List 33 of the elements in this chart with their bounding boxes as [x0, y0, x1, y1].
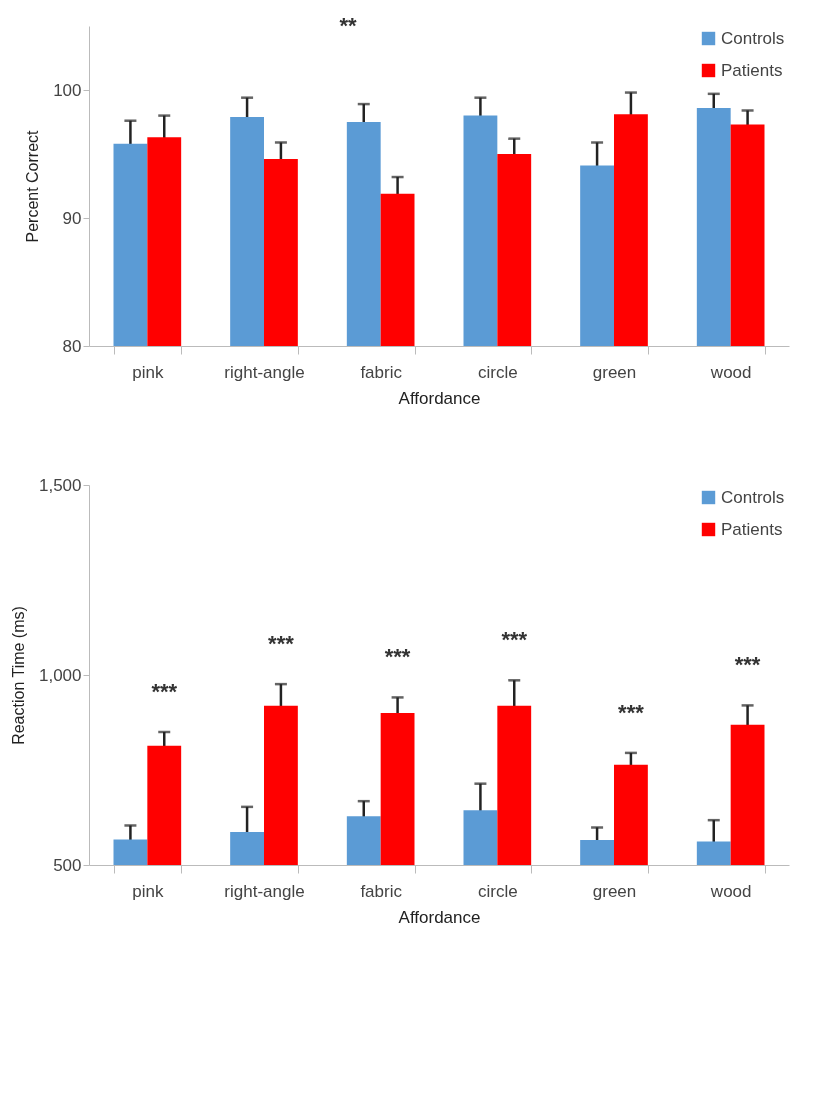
y-axis-title: Percent Correct — [24, 129, 42, 243]
y-tick-label: 1,000 — [38, 665, 82, 685]
x-tick-label: right-angle — [224, 881, 305, 901]
legend-label: Patients — [721, 60, 783, 80]
x-tick-label: circle — [478, 362, 518, 382]
x-tick-label: pink — [132, 881, 164, 901]
x-tick-label: green — [592, 881, 637, 901]
x-tick-label: circle — [478, 881, 518, 901]
x-tick-label: wood — [709, 881, 752, 901]
legend-label: Patients — [721, 519, 783, 539]
annotation: *** — [618, 699, 645, 725]
annotation: *** — [268, 631, 295, 657]
annotation: *** — [151, 679, 178, 704]
x-tick-label: wood — [709, 362, 752, 382]
legend-label: Controls — [721, 487, 785, 507]
x-axis-title: Affordance — [398, 388, 481, 408]
annotation: *** — [384, 644, 411, 670]
legend-label: Controls — [721, 28, 785, 48]
y-tick-label: 90 — [62, 208, 82, 228]
y-axis-title: Reaction Time (ms) — [9, 606, 27, 745]
x-axis-title: Affordance — [398, 907, 481, 927]
y-tick-label: 80 — [62, 336, 82, 356]
x-tick-label: right-angle — [224, 362, 305, 382]
y-tick-label: 500 — [53, 855, 82, 875]
annotation: *** — [734, 652, 761, 678]
y-tick-label: 1,500 — [38, 475, 82, 495]
y-tick-label: 100 — [53, 80, 82, 100]
x-tick-label: green — [592, 362, 637, 382]
x-tick-label: fabric — [360, 881, 403, 901]
annotation: *** — [501, 627, 528, 653]
x-tick-label: pink — [132, 362, 164, 382]
x-tick-label: fabric — [360, 362, 403, 382]
annotation: ** — [339, 13, 357, 38]
